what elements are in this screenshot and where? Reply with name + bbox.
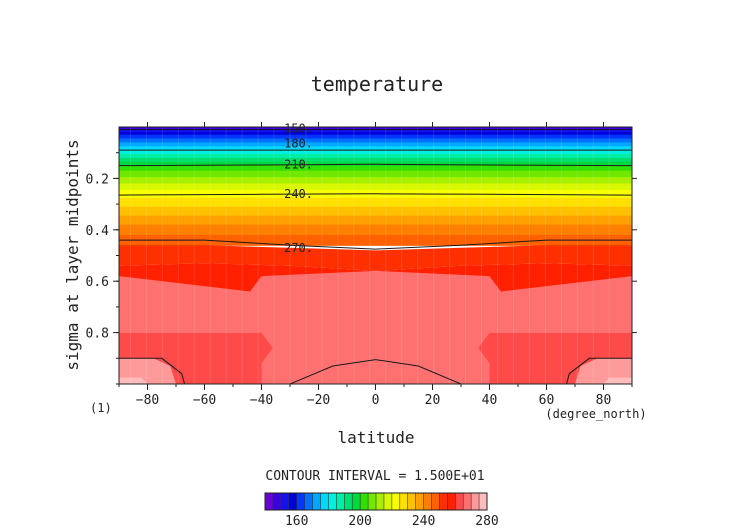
temperature-band-18 <box>119 215 632 226</box>
colorbar-swatch-2 <box>280 493 290 510</box>
contour-line-270 <box>119 239 632 250</box>
x-tick-label: 40 <box>482 393 498 408</box>
colorbar-swatch-21 <box>431 493 440 510</box>
temperature-band-2 <box>119 132 632 136</box>
colorbar-swatch-24 <box>455 493 464 510</box>
colorbar-swatch-27 <box>479 493 488 510</box>
colorbar-swatch-11 <box>352 493 361 510</box>
colorbar-swatch-6 <box>312 493 321 510</box>
contour-label-0: 150. <box>284 121 313 135</box>
temperature-region-7 <box>119 377 148 384</box>
colorbar-tick-label: 280 <box>475 514 498 529</box>
colorbar-swatch-15 <box>383 493 393 510</box>
x-units-label: (degree_north) <box>545 407 646 421</box>
colorbar-swatch-18 <box>407 493 416 510</box>
colorbar-swatch-20 <box>423 493 432 510</box>
colorbar-swatch-25 <box>463 493 472 510</box>
x-tick-label: 20 <box>425 393 441 408</box>
temperature-region-8 <box>603 377 632 384</box>
x-tick-label: −20 <box>307 393 330 408</box>
contour-label-1: 180. <box>284 137 313 151</box>
y-axis-label: sigma at layer midpoints <box>63 139 82 370</box>
contour-label-3: 240. <box>284 187 313 201</box>
x-tick-label: −60 <box>193 393 216 408</box>
y-tick-label: 0.4 <box>86 224 110 239</box>
temperature-band-12 <box>119 170 632 178</box>
x-axis-label: latitude <box>337 428 414 447</box>
temperature-band-7 <box>119 150 632 155</box>
colorbar-swatch-10 <box>344 493 353 510</box>
colorbar-frame <box>264 492 488 511</box>
temperature-region-4 <box>119 270 632 384</box>
axes: −80 −60 −40 −20 0 20 40 60 80 0.2 0.4 0.6 0.8 <box>86 122 637 408</box>
contour-line-285 <box>289 359 462 385</box>
contour-label-2: 210. <box>284 157 313 171</box>
contour-line-275 <box>119 357 186 385</box>
colorbar-swatch-13 <box>368 493 377 510</box>
contour-line-240 <box>118 193 633 196</box>
y-tick-label: 0.2 <box>86 172 109 187</box>
chart-title: temperature <box>311 72 443 96</box>
temperature-region-6 <box>575 358 632 384</box>
contour-lines: 150. 180. 210. 240. 270. <box>118 121 633 385</box>
temperature-region-0 <box>119 245 632 271</box>
colorbar-swatch-0 <box>265 493 274 510</box>
temperature-band-1 <box>119 129 632 133</box>
colorbar-swatch-4 <box>296 493 305 510</box>
temperature-band-3 <box>119 134 632 140</box>
colorbar-swatch-23 <box>447 493 456 510</box>
contour-label-4: 270. <box>284 241 313 255</box>
colorbar: 160 200 240 280 <box>264 492 499 529</box>
x-tick-label: 0 <box>372 393 380 408</box>
colorbar-swatch-3 <box>288 493 298 510</box>
contour-line-210 <box>118 163 633 167</box>
temperature-region-5 <box>119 358 176 384</box>
temperature-band-6 <box>119 146 632 151</box>
x-tick-label: 80 <box>596 393 612 408</box>
temperature-band-20 <box>119 234 632 246</box>
colorbar-swatch-9 <box>336 493 345 510</box>
temperature-band-16 <box>119 197 632 208</box>
panel-number: (1) <box>90 401 112 415</box>
temperature-band-17 <box>119 206 632 217</box>
colorbar-swatch-8 <box>328 493 337 510</box>
x-tick-label: −40 <box>250 393 273 408</box>
temperature-band-11 <box>119 165 632 172</box>
temperature-band-13 <box>119 177 632 185</box>
y-tick-label: 0.8 <box>86 327 109 342</box>
temperature-band-14 <box>119 183 632 191</box>
temperature-band-9 <box>119 157 632 163</box>
temperature-band-5 <box>119 142 632 147</box>
colorbar-swatch-7 <box>320 493 329 510</box>
colorbar-tick-label: 200 <box>348 514 371 529</box>
colorbar-swatch-1 <box>272 493 282 510</box>
colorbar-swatch-17 <box>399 493 409 510</box>
temperature-band-19 <box>119 224 632 236</box>
contour-interval-label: CONTOUR INTERVAL = 1.500E+01 <box>265 469 484 484</box>
x-tick-label: 60 <box>539 393 555 408</box>
contour-line-275 <box>566 357 632 385</box>
colorbar-tick-label: 160 <box>285 514 308 529</box>
colorbar-swatch-19 <box>415 493 424 510</box>
colorbar-swatch-22 <box>439 493 448 510</box>
temperature-band-8 <box>119 153 632 159</box>
x-tick-label: −80 <box>136 393 159 408</box>
colorbar-swatch-16 <box>391 493 401 510</box>
colorbar-tick-label: 240 <box>412 514 435 529</box>
temperature-band-4 <box>119 138 632 144</box>
colorbar-swatch-5 <box>304 493 313 510</box>
colorbar-swatch-12 <box>360 493 369 510</box>
y-tick-label: 0.6 <box>86 275 109 290</box>
colorbar-swatch-14 <box>376 493 385 510</box>
temperature-band-0 <box>119 127 632 131</box>
colorbar-swatch-26 <box>471 493 480 510</box>
